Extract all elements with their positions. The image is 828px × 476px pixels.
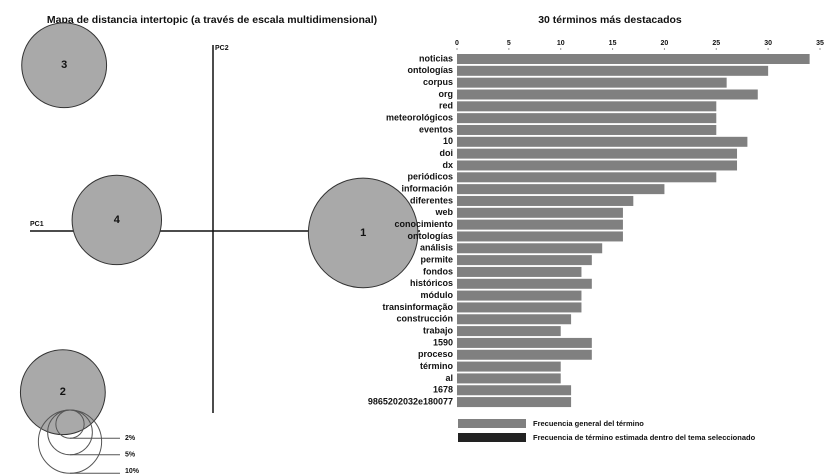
x-tick-label: 15 [609,40,617,47]
bar [457,195,634,206]
legend-swatch [458,419,526,428]
bar [457,337,592,348]
bar [457,255,592,266]
bar [457,219,623,230]
bar [457,54,810,64]
category-label: org [439,89,454,99]
category-label: ontologías [408,231,454,241]
bar [457,172,717,183]
bar [457,113,717,124]
bar [457,184,665,195]
bar [457,302,582,313]
category-label: 9865202032e180077 [368,396,453,406]
category-label: análisis [420,243,453,253]
category-label: módulo [421,290,454,300]
x-tick-label: 10 [557,40,565,47]
size-legend-label: 2% [125,435,136,442]
category-label: corpus [423,77,453,87]
bar [457,231,623,242]
size-legend-label: 10% [125,468,140,475]
x-tick-label: 5 [507,40,511,47]
topic-label: 2 [60,386,66,398]
bar [457,349,592,360]
x-tick-label: 25 [712,40,720,47]
category-label: eventos [419,124,453,134]
category-label: 10 [443,136,453,146]
pc1-label: PC1 [30,221,44,228]
category-label: doi [440,148,454,158]
category-label: construcción [396,314,453,324]
category-label: transinformação [382,302,453,312]
category-label: término [420,361,454,371]
category-label: periódicos [407,172,453,182]
bar [457,148,738,159]
category-label: fondos [423,266,453,276]
topic-label: 4 [114,214,121,226]
bar [457,266,582,277]
bar [457,160,738,171]
bar [457,397,572,408]
bar [457,361,561,372]
legend-label: Frecuencia de término estimada dentro de… [533,433,756,442]
category-label: 1590 [433,337,453,347]
bar [457,278,592,289]
topic-bubble [307,177,419,289]
category-label: red [439,101,453,111]
size-legend-label: 5% [125,452,136,459]
bar [457,326,561,337]
bar [457,136,748,147]
pc2-label: PC2 [215,45,229,52]
category-label: 1678 [433,385,453,395]
map-title: Mapa de distancia intertopic (a través d… [47,14,377,26]
category-label: permite [420,254,453,264]
legend-label: Frecuencia general del término [533,419,644,428]
x-tick-label: 0 [455,40,459,47]
category-label: trabajo [423,325,454,335]
topic-bubble [71,174,163,266]
category-label: diferentes [410,195,453,205]
bar [457,290,582,301]
category-label: dx [442,160,453,170]
category-label: noticias [419,53,453,63]
bar [457,77,727,88]
bar [457,385,572,396]
bar [457,243,603,254]
topic-label: 1 [360,227,366,239]
bar [457,65,769,76]
bar [457,314,572,325]
category-label: proceso [418,349,454,359]
category-label: al [445,373,453,383]
topic-bubble [21,22,108,109]
category-label: web [434,207,453,217]
bar-title: 30 términos más destacados [538,14,682,26]
x-tick-label: 35 [816,40,824,47]
category-label: meteorológicos [386,113,453,123]
legend-swatch [458,433,526,442]
category-label: conocimiento [394,219,453,229]
bar [457,89,758,100]
bar [457,124,717,135]
bar [457,373,561,384]
x-tick-label: 30 [764,40,772,47]
x-tick-label: 20 [661,40,669,47]
category-label: históricos [410,278,453,288]
bar [457,207,623,218]
topic-label: 3 [61,59,67,71]
bar [457,101,717,112]
category-label: ontologías [408,65,454,75]
category-label: información [401,184,453,194]
